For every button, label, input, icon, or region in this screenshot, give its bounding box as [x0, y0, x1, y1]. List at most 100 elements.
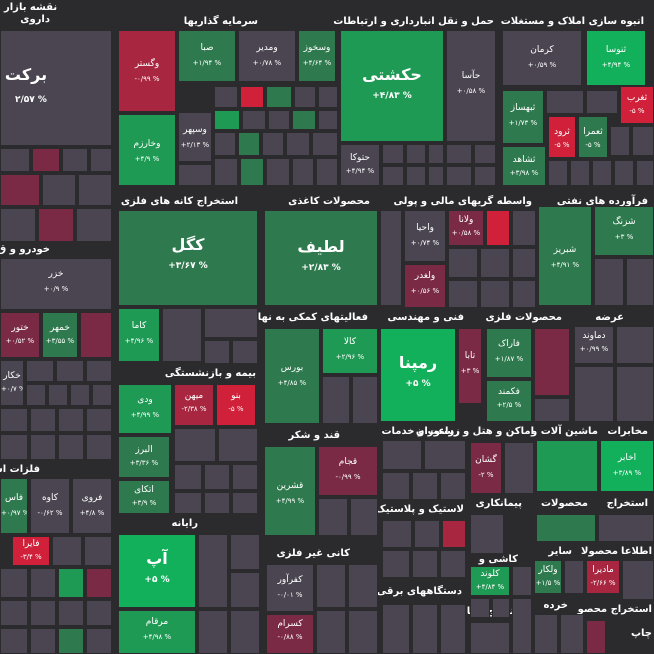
tile[interactable] [446, 144, 472, 164]
tile[interactable] [616, 326, 654, 364]
tile[interactable] [512, 248, 536, 278]
tile[interactable] [86, 568, 112, 598]
tile[interactable] [174, 464, 202, 490]
tile-kegol[interactable]: کگل +۳/۶۷ % [118, 210, 258, 306]
tile[interactable] [470, 598, 490, 618]
tile[interactable] [204, 340, 230, 364]
tile-vasepehr[interactable]: وسپهر +۲/۱۳ % [178, 112, 212, 162]
tile-shahed[interactable]: ثشاهد +۳/۹۸ % [502, 146, 546, 186]
tile-khatoor[interactable]: ختور +۰/۵۲ % [0, 312, 40, 358]
tile-valkar[interactable]: ولکار +۱/۵ % [534, 560, 562, 594]
tile[interactable] [534, 614, 558, 654]
tile-akhabar[interactable]: اخابر +۳/۸۹ % [600, 440, 654, 492]
tile-ghashrin[interactable]: قشرین +۴/۹۹ % [264, 446, 316, 536]
tile[interactable] [30, 628, 56, 654]
tile-valata[interactable]: ولانا +۰/۵۸ % [448, 210, 484, 246]
tile-gashan[interactable]: گشان -۲ % [470, 442, 502, 494]
tile[interactable] [240, 86, 264, 108]
tile[interactable] [382, 144, 404, 164]
tile[interactable] [86, 628, 112, 654]
tile-taba[interactable]: تابا +۳ % [458, 328, 482, 404]
tile-sibahsaz[interactable]: ثبهساز +۱/۷۳ % [502, 90, 544, 144]
tile[interactable] [214, 86, 238, 108]
tile[interactable] [76, 208, 112, 242]
tile[interactable] [534, 328, 570, 396]
tile[interactable] [266, 86, 292, 108]
tile-hetoka[interactable]: حتوکا +۴/۹۴ % [340, 144, 380, 186]
tile[interactable] [382, 166, 404, 186]
tile[interactable] [536, 514, 596, 542]
tile[interactable] [0, 408, 28, 432]
tile[interactable] [26, 384, 46, 406]
tile[interactable] [268, 110, 290, 130]
tile[interactable] [204, 464, 230, 490]
tile[interactable] [570, 160, 590, 186]
tile[interactable] [78, 174, 112, 206]
tile-tamira[interactable]: ثعمرا -۵ % [578, 116, 608, 158]
tile[interactable] [428, 166, 444, 186]
tile-valghadir[interactable]: ولغدر +۰/۵۶ % [404, 264, 446, 308]
tile-fas[interactable]: فاس +۰/۹۷ % [0, 478, 28, 534]
tile-kalond[interactable]: کلوند +۴/۸۴ % [470, 566, 510, 596]
tile[interactable] [214, 132, 236, 156]
tile[interactable] [62, 148, 88, 172]
tile[interactable] [446, 166, 472, 186]
tile[interactable] [86, 408, 112, 432]
tile[interactable] [448, 280, 478, 308]
tile[interactable] [470, 514, 504, 554]
tile[interactable] [238, 132, 260, 156]
tile[interactable] [26, 360, 54, 382]
tile[interactable] [214, 110, 240, 130]
tile[interactable] [32, 148, 60, 172]
tile[interactable] [232, 340, 258, 364]
tile[interactable] [412, 604, 438, 654]
tile-madira[interactable]: مادیرا -۲/۶۶ % [586, 560, 620, 594]
tile[interactable] [614, 160, 634, 186]
tile[interactable] [52, 536, 82, 566]
tile-kala[interactable]: کالا +۲/۹۶ % [322, 328, 378, 374]
tile-vamadir[interactable]: ومدیر +۰/۷۸ % [238, 30, 296, 82]
tile-hekashti[interactable]: حکشتی +۴/۸۳ % [340, 30, 444, 142]
tile[interactable] [48, 384, 68, 406]
tile[interactable] [162, 308, 202, 362]
tile[interactable] [442, 520, 466, 548]
tile[interactable] [512, 280, 536, 308]
tile[interactable] [58, 600, 84, 626]
tile[interactable] [316, 564, 346, 608]
tile-rampena[interactable]: رمپنا +۵ % [380, 328, 456, 422]
tile[interactable] [564, 560, 584, 594]
tile[interactable] [574, 366, 614, 422]
tile[interactable] [406, 144, 426, 164]
tile[interactable] [312, 132, 338, 156]
tile-vedi[interactable]: ودی +۴/۹۹ % [118, 384, 172, 434]
tile[interactable] [0, 148, 30, 172]
tile[interactable] [92, 384, 112, 406]
tile[interactable] [512, 210, 536, 246]
tile-kerman[interactable]: کرمان +۰/۵۹ % [502, 30, 582, 86]
tile[interactable] [480, 280, 510, 308]
tile[interactable] [350, 498, 378, 536]
tile[interactable] [230, 534, 260, 570]
tile[interactable] [286, 132, 310, 156]
tile[interactable] [560, 614, 584, 654]
tile[interactable] [626, 258, 654, 306]
tile-khazar[interactable]: خزر +۰/۹ % [0, 258, 112, 310]
tile[interactable] [318, 498, 348, 536]
tile[interactable] [0, 628, 28, 654]
tile[interactable] [30, 434, 56, 460]
tile[interactable] [86, 434, 112, 460]
tile[interactable] [412, 472, 438, 500]
tile[interactable] [636, 160, 654, 186]
tile[interactable] [174, 428, 216, 462]
tile[interactable] [412, 550, 438, 578]
tile[interactable] [440, 604, 466, 654]
tile[interactable] [546, 90, 584, 114]
tile[interactable] [448, 248, 478, 278]
tile[interactable] [266, 158, 290, 186]
tile-bano[interactable]: بنو -۵ % [216, 384, 256, 426]
tile-kefravar[interactable]: کفرآور -۰/۰۱ % [266, 564, 314, 612]
tile-mihan[interactable]: میهن -۲/۳۸ % [174, 384, 214, 426]
tile[interactable] [178, 164, 212, 186]
tile[interactable] [322, 376, 350, 424]
tile[interactable] [230, 572, 260, 608]
